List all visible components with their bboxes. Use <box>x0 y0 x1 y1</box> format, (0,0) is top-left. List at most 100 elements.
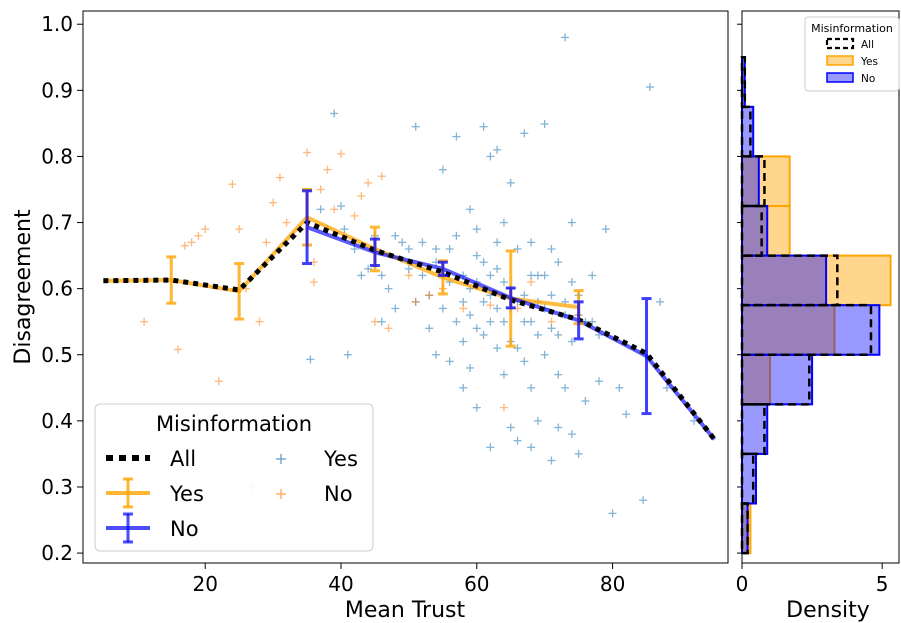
x-axis-label: Mean Trust <box>345 598 466 623</box>
scatter-point-yes <box>567 337 576 346</box>
scatter-point-yes <box>639 496 648 505</box>
scatter-point-yes <box>472 403 481 412</box>
errorbar-yes <box>234 262 245 321</box>
scatter-point-yes <box>479 122 488 131</box>
scatter-point-yes <box>499 278 508 287</box>
scatter-point-no <box>140 317 149 326</box>
scatter-point-yes <box>316 205 325 214</box>
scatter-point-no <box>282 218 291 227</box>
scatter-point-yes <box>608 509 617 518</box>
y-tick-label: 0.9 <box>41 78 73 102</box>
scatter-point-yes <box>595 377 603 386</box>
main-panel: 20 40 60 80 0.2 0.3 0.4 0.5 0.6 0.7 0.8 0.9 1.0 Mea… <box>11 10 729 623</box>
scatter-point-yes <box>588 271 597 280</box>
histogram-layer <box>740 56 892 555</box>
side-x-tick-label: 0 <box>736 572 749 596</box>
side-y-axis <box>737 23 742 554</box>
scatter-point-yes <box>343 350 352 359</box>
scatter-point-yes <box>404 244 413 253</box>
y-tick-label: 0.8 <box>41 144 73 168</box>
scatter-point-yes <box>574 449 583 458</box>
side-legend-all-swatch <box>825 37 855 50</box>
main-legend: Misinformation All Yes No Yes <box>94 403 374 552</box>
scatter-point-yes <box>520 129 529 138</box>
series-all-line <box>103 219 717 441</box>
scatter-point-no <box>425 291 434 300</box>
scatter-point-no <box>404 271 413 280</box>
scatter-point-yes <box>527 238 536 247</box>
scatter-point-yes <box>567 218 576 227</box>
errorbar-no <box>302 189 313 266</box>
scatter-point-yes <box>547 456 556 465</box>
scatter-point-yes <box>656 297 665 306</box>
scatter-point-yes <box>472 251 481 260</box>
errorbar-no <box>573 300 584 341</box>
y-tick-label: 0.6 <box>41 277 73 301</box>
y-tick-label: 0.2 <box>41 541 73 565</box>
scatter-point-yes <box>398 238 407 247</box>
scatter-point-yes <box>418 271 427 280</box>
x-tick-label: 60 <box>464 572 489 596</box>
scatter-point-yes <box>337 202 345 211</box>
scatter-point-yes <box>377 271 386 280</box>
scatter-point-yes <box>554 330 563 339</box>
side-legend-yes-swatch <box>826 55 854 66</box>
legend-all-label: All <box>170 447 196 471</box>
scatter-point-yes <box>662 383 671 392</box>
hist-bar-no <box>741 205 769 257</box>
scatter-point-no <box>174 345 183 354</box>
scatter-point-yes <box>486 443 495 452</box>
scatter-point-yes <box>493 264 502 273</box>
side-legend-no-label: No <box>861 73 875 85</box>
scatter-point-no <box>269 198 278 207</box>
main-plot-frame <box>82 10 729 564</box>
hist-bar-yes <box>741 155 791 208</box>
scatter-point-no <box>486 301 495 310</box>
side-x-axis-label: Density <box>786 598 870 623</box>
scatter-point-yes <box>601 225 610 234</box>
scatter-point-no <box>350 211 359 220</box>
scatter-point-yes <box>357 271 366 280</box>
scatter-point-yes <box>452 317 461 326</box>
legend-yes-marker-label: Yes <box>323 447 358 471</box>
y-tick-label: 1.0 <box>41 12 73 36</box>
scatter-point-no <box>323 165 332 174</box>
scatter-point-yes <box>567 278 576 287</box>
scatter-point-no <box>228 180 237 189</box>
scatter-point-yes <box>418 238 427 247</box>
scatter-point-yes <box>645 83 654 92</box>
scatter-point-yes <box>499 317 508 326</box>
scatter-point-yes <box>588 317 597 326</box>
side-legend-yes-label: Yes <box>860 56 878 68</box>
scatter-point-no <box>547 317 556 326</box>
errorbar-yes <box>166 255 177 305</box>
side-plot-frame <box>741 10 900 564</box>
main-legend-box <box>94 403 374 552</box>
scatter-point-yes <box>554 370 563 379</box>
scatter-point-yes <box>472 324 481 333</box>
scatter-point-no <box>384 324 393 333</box>
hist-bar-all <box>740 204 763 257</box>
scatter-point-yes <box>340 225 349 234</box>
series-yes-line <box>103 215 579 310</box>
hist-bar-no <box>741 304 881 356</box>
scatter-point-yes <box>330 109 339 118</box>
scatter-point-no <box>370 317 379 326</box>
scatter-point-no <box>303 148 312 157</box>
scatter-point-yes <box>364 264 373 273</box>
scatter-point-yes <box>513 436 522 445</box>
scatter-point-no <box>337 149 345 158</box>
scatter-point-no <box>275 173 284 182</box>
scatter-point-yes <box>540 120 549 129</box>
scatter-point-yes <box>622 410 631 419</box>
scatter-point-yes <box>452 132 461 141</box>
scatter-point-no <box>316 185 325 194</box>
errorbar-no <box>641 297 652 416</box>
y-axis-label: Disagreement <box>11 209 36 365</box>
scatter-point-no <box>201 225 210 234</box>
y-tick-label: 0.5 <box>41 343 73 367</box>
scatter-point-yes <box>452 231 461 240</box>
scatter-point-yes <box>547 291 556 300</box>
